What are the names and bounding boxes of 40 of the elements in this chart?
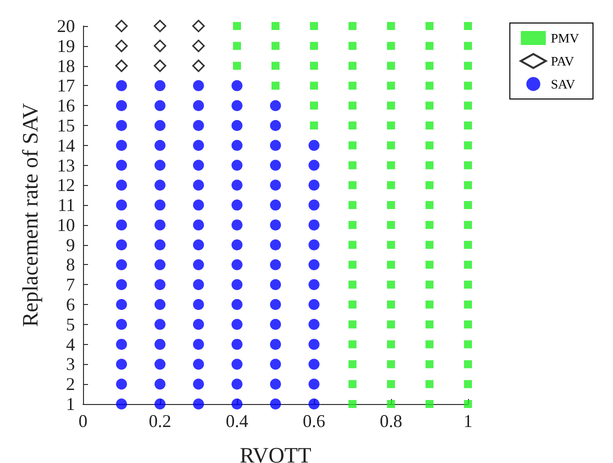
y-tick-label: 14 xyxy=(57,135,75,156)
y-tick-label: 13 xyxy=(57,155,75,176)
x-tick-label: 0.2 xyxy=(148,411,172,431)
point xyxy=(154,20,166,32)
x-tick-label: 0.4 xyxy=(226,411,248,431)
x-tick-label: 0.8 xyxy=(380,411,402,431)
y-tick-label: 3 xyxy=(66,354,75,374)
y-tick-label: 11 xyxy=(58,195,75,216)
x-tick-label: 0.6 xyxy=(302,411,326,431)
point xyxy=(192,40,205,52)
y-tick-label: 4 xyxy=(66,334,75,354)
y-axis-title: Replacement rate of SAV xyxy=(18,102,42,327)
y-tick-label: 2 xyxy=(66,374,75,394)
y-tick-label: 20 xyxy=(57,16,75,36)
x-axis-title: RVOTT xyxy=(240,442,312,463)
point xyxy=(115,20,128,32)
point xyxy=(192,20,205,32)
y-tick-label: 10 xyxy=(57,214,75,235)
point xyxy=(154,40,166,52)
x-tick-label: 0 xyxy=(78,411,88,431)
y-tick-label: 19 xyxy=(57,36,75,56)
y-tick-label: 1 xyxy=(66,394,75,414)
y-tick-label: 17 xyxy=(57,76,75,96)
legend-label: SAV xyxy=(550,76,576,92)
legend-label: PMV xyxy=(550,30,580,46)
point xyxy=(115,40,128,52)
y-tick-label: 9 xyxy=(66,234,75,255)
legend-label: PAV xyxy=(550,54,575,68)
x-tick-label: 1 xyxy=(464,411,472,431)
y-tick-label: 16 xyxy=(57,96,75,116)
y-tick-label: 15 xyxy=(57,115,75,136)
y-tick-label: 18 xyxy=(57,56,75,76)
point xyxy=(115,60,128,72)
y-tick-label: 8 xyxy=(66,254,75,275)
y-tick-label: 7 xyxy=(66,274,75,295)
point xyxy=(154,60,166,72)
y-tick-label: 5 xyxy=(66,314,75,334)
point xyxy=(192,60,205,72)
y-tick-label: 12 xyxy=(57,175,75,196)
y-tick-label: 6 xyxy=(66,294,75,315)
